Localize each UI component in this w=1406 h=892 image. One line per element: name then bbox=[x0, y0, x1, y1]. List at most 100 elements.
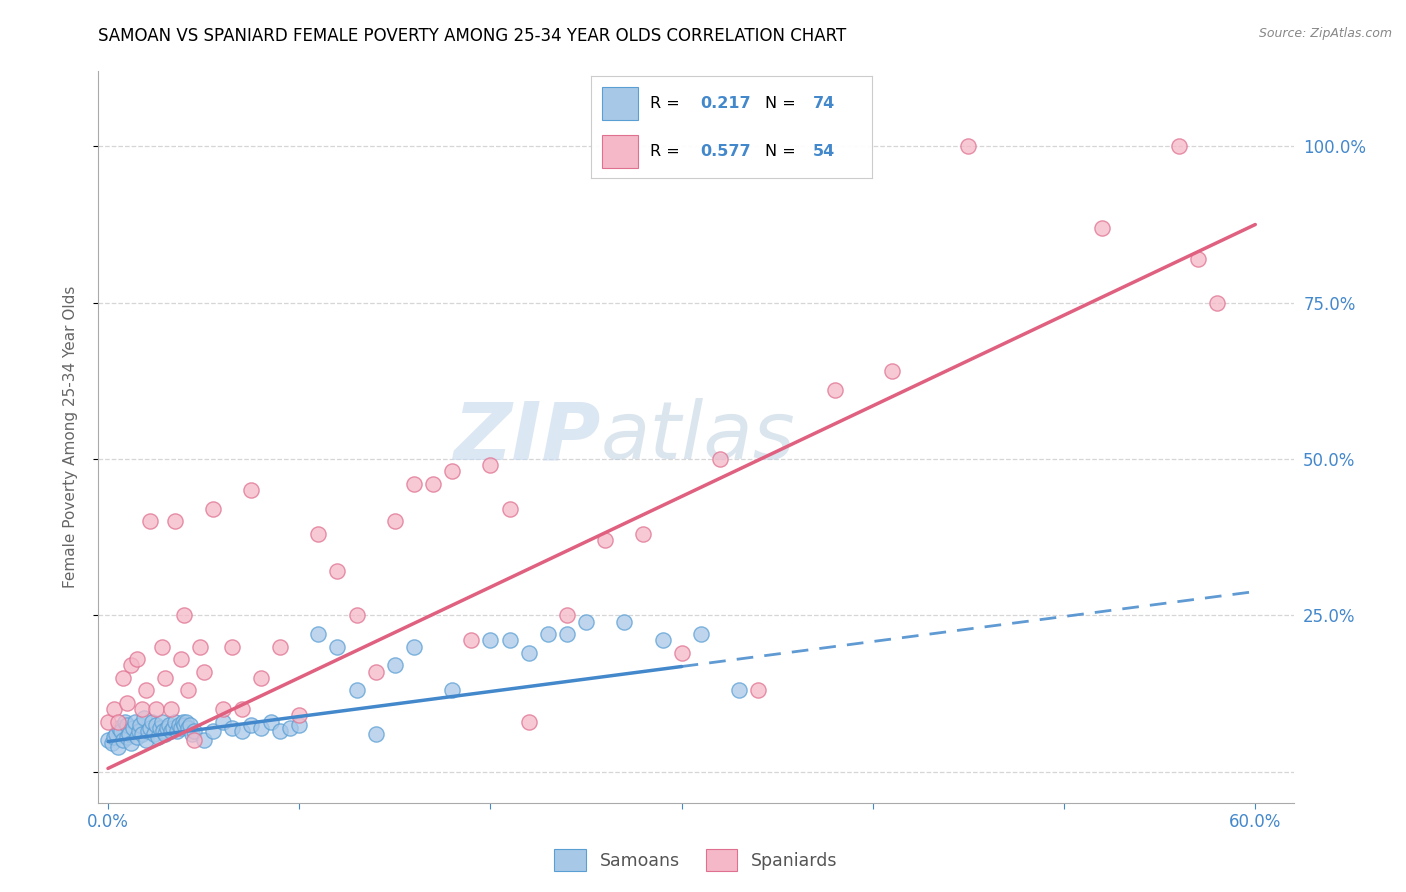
Point bbox=[211, 702, 233, 716]
Point bbox=[613, 615, 636, 629]
Point bbox=[593, 533, 616, 548]
Point bbox=[145, 702, 167, 716]
Point bbox=[107, 739, 129, 754]
Point bbox=[172, 714, 194, 729]
Point bbox=[384, 658, 406, 673]
Point bbox=[202, 502, 225, 516]
Point bbox=[211, 714, 233, 729]
Point bbox=[537, 627, 560, 641]
Point bbox=[479, 633, 502, 648]
Point bbox=[183, 723, 205, 738]
Point bbox=[651, 633, 673, 648]
Point bbox=[460, 633, 482, 648]
Point bbox=[269, 723, 291, 738]
Point bbox=[231, 702, 253, 716]
Point bbox=[149, 721, 172, 735]
Point bbox=[957, 139, 980, 153]
Point bbox=[155, 727, 177, 741]
Point bbox=[114, 714, 136, 729]
Point bbox=[163, 515, 186, 529]
Point bbox=[422, 477, 444, 491]
Point bbox=[384, 515, 406, 529]
Point bbox=[121, 721, 143, 735]
Point bbox=[288, 708, 311, 723]
Point bbox=[633, 527, 655, 541]
Legend: Samoans, Spaniards: Samoans, Spaniards bbox=[547, 842, 845, 879]
Point bbox=[128, 723, 150, 738]
Point bbox=[131, 727, 153, 741]
Point bbox=[163, 714, 186, 729]
Point bbox=[1206, 295, 1229, 310]
Point bbox=[402, 640, 425, 654]
Point bbox=[160, 723, 183, 738]
Point bbox=[747, 683, 769, 698]
Point bbox=[517, 714, 540, 729]
Point bbox=[326, 640, 349, 654]
Text: ZIP: ZIP bbox=[453, 398, 600, 476]
Point bbox=[120, 736, 142, 750]
Point bbox=[441, 465, 464, 479]
Point bbox=[141, 714, 163, 729]
Point bbox=[671, 646, 693, 660]
Point bbox=[155, 671, 177, 685]
Point bbox=[441, 683, 464, 698]
Point bbox=[479, 458, 502, 473]
Point bbox=[278, 721, 301, 735]
Point bbox=[125, 652, 148, 666]
Point bbox=[221, 721, 243, 735]
Point bbox=[250, 671, 273, 685]
Point bbox=[107, 714, 129, 729]
Point bbox=[135, 733, 157, 747]
Point bbox=[183, 733, 205, 747]
Point bbox=[193, 665, 215, 679]
Text: atlas: atlas bbox=[600, 398, 796, 476]
Point bbox=[139, 515, 162, 529]
Point bbox=[169, 652, 191, 666]
Point bbox=[269, 640, 291, 654]
Point bbox=[136, 723, 159, 738]
Y-axis label: Female Poverty Among 25-34 Year Olds: Female Poverty Among 25-34 Year Olds bbox=[63, 286, 77, 588]
Point bbox=[1187, 252, 1209, 266]
Point bbox=[179, 717, 201, 731]
Point bbox=[135, 683, 157, 698]
Point bbox=[129, 717, 152, 731]
Point bbox=[157, 717, 180, 731]
Point bbox=[231, 723, 253, 738]
Point bbox=[575, 615, 598, 629]
Point bbox=[498, 633, 520, 648]
Point bbox=[131, 702, 153, 716]
Point bbox=[364, 727, 387, 741]
Text: SAMOAN VS SPANIARD FEMALE POVERTY AMONG 25-34 YEAR OLDS CORRELATION CHART: SAMOAN VS SPANIARD FEMALE POVERTY AMONG … bbox=[98, 27, 846, 45]
Point bbox=[162, 721, 184, 735]
Point bbox=[115, 717, 138, 731]
Point bbox=[139, 721, 162, 735]
Point bbox=[250, 721, 273, 735]
Point bbox=[169, 721, 191, 735]
Point bbox=[134, 711, 156, 725]
Text: N =: N = bbox=[765, 145, 801, 160]
Point bbox=[120, 658, 142, 673]
Point bbox=[103, 730, 125, 744]
Point bbox=[307, 527, 329, 541]
Point bbox=[307, 627, 329, 641]
Point bbox=[112, 671, 135, 685]
Point bbox=[115, 730, 138, 744]
Point bbox=[176, 714, 198, 729]
Point bbox=[346, 608, 368, 623]
Point bbox=[108, 721, 131, 735]
Point bbox=[498, 502, 520, 516]
Point bbox=[1091, 220, 1114, 235]
Point bbox=[824, 383, 846, 397]
Point bbox=[118, 727, 141, 741]
Point bbox=[364, 665, 387, 679]
Point bbox=[125, 730, 148, 744]
Point bbox=[240, 717, 263, 731]
Point bbox=[160, 702, 183, 716]
Point bbox=[326, 565, 349, 579]
Text: 0.217: 0.217 bbox=[700, 96, 751, 111]
Point bbox=[880, 364, 903, 378]
Point bbox=[101, 736, 124, 750]
Point bbox=[177, 721, 200, 735]
Point bbox=[115, 696, 138, 710]
Point bbox=[555, 627, 578, 641]
